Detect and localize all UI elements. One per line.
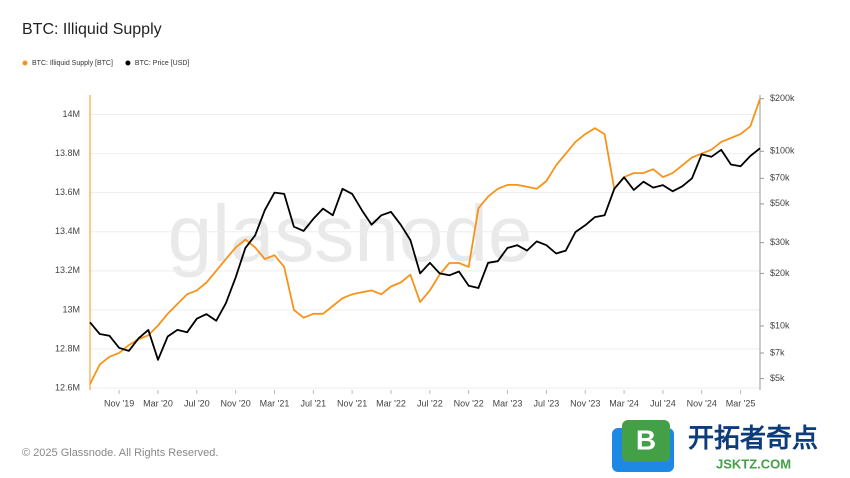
legend-label: BTC: Illiquid Supply [BTC] [32, 60, 113, 67]
x-tick-label: Jul '20 [184, 398, 210, 408]
y-tick-label: 12.8M [55, 343, 80, 353]
x-tick-label: Nov '23 [570, 398, 600, 408]
footer: © 2025 Glassnode. All Rights Reserved. [22, 447, 218, 459]
legend-label: BTC: Price [USD] [135, 60, 190, 67]
x-tick-label: Nov '21 [337, 398, 367, 408]
x-tick-label: Jul '23 [534, 398, 560, 408]
series-line [89, 98, 761, 385]
x-tick-label: Jul '24 [650, 398, 676, 408]
y2-tick-label: $30k [770, 237, 790, 247]
y2-tick-label: $200k [770, 93, 795, 103]
y-tick-label: 13M [62, 304, 80, 314]
y2-tick-label: $20k [770, 268, 790, 278]
badge: B 开拓者奇点 JSKTZ.COM [612, 420, 818, 472]
x-tick-label: Jul '21 [300, 398, 326, 408]
x-tick-label: Nov '20 [221, 398, 251, 408]
badge-site: JSKTZ.COM [716, 456, 791, 471]
x-tick-label: Nov '22 [454, 398, 484, 408]
x-tick-label: Mar '22 [376, 398, 406, 408]
y2-tick-label: $10k [770, 320, 790, 330]
y2-tick-label: $7k [770, 347, 785, 357]
badge-name: 开拓者奇点 [688, 423, 818, 453]
legend-marker [22, 60, 28, 66]
x-tick-label: Mar '23 [493, 398, 523, 408]
y-tick-label: 13.6M [55, 187, 80, 197]
x-tick-label: Mar '20 [143, 398, 173, 408]
badge-icon [622, 420, 670, 462]
x-tick-label: Nov '24 [687, 398, 717, 408]
watermark: glassnode [168, 189, 533, 278]
chart-title: BTC: Illiquid Supply [22, 21, 162, 38]
x-tick-label: Mar '21 [260, 398, 290, 408]
badge-letter: B [636, 424, 656, 455]
y-tick-label: 13.2M [55, 265, 80, 275]
x-tick-label: Jul '22 [417, 398, 443, 408]
y-tick-label: 12.6M [55, 382, 80, 392]
y-tick-label: 13.4M [55, 226, 80, 236]
series-line [89, 147, 761, 361]
y2-tick-label: $70k [770, 173, 790, 183]
x-tick-label: Nov '19 [104, 398, 134, 408]
y2-tick-label: $50k [770, 198, 790, 208]
y2-tick-label: $100k [770, 146, 795, 156]
y-tick-label: 14M [62, 109, 80, 119]
y-tick-label: 13.8M [55, 148, 80, 158]
legend-marker [125, 60, 131, 66]
x-tick-label: Mar '25 [726, 398, 756, 408]
x-tick-label: Mar '24 [609, 398, 639, 408]
y2-tick-label: $5k [770, 373, 785, 383]
